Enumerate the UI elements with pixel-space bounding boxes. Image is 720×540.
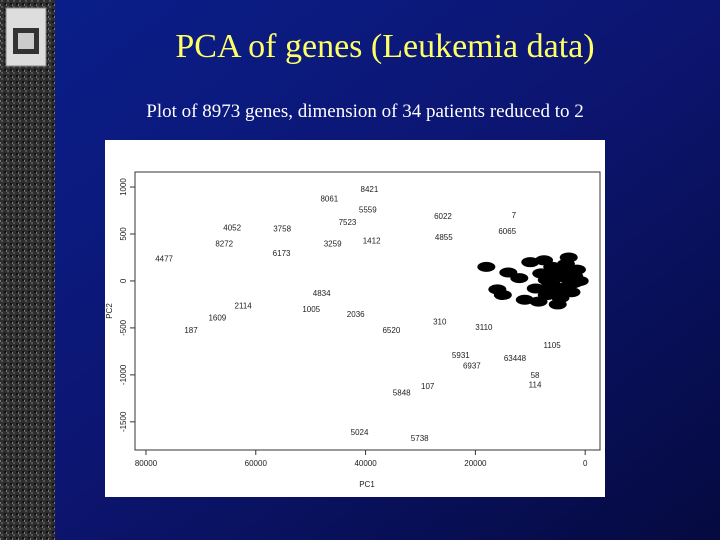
- point-label: 310: [433, 317, 447, 326]
- y-axis-label: PC2: [105, 303, 114, 319]
- x-tick-label: 0: [583, 459, 588, 468]
- point: [554, 272, 573, 283]
- point-label: 5024: [351, 428, 369, 437]
- point-label: 63448: [504, 354, 527, 363]
- point-label: 6520: [382, 326, 400, 335]
- point-label: 8421: [361, 185, 379, 194]
- point-label: 5848: [393, 389, 411, 398]
- point: [493, 290, 512, 301]
- y-tick-label: -1000: [119, 364, 128, 385]
- point-label: 6022: [434, 212, 452, 221]
- point-label: 7: [512, 211, 517, 220]
- point-label: 4855: [435, 233, 453, 242]
- point: [521, 257, 540, 268]
- point-label: 8272: [215, 239, 233, 248]
- point: [499, 267, 518, 278]
- x-tick-label: 20000: [464, 459, 487, 468]
- point-label: 6173: [273, 249, 291, 258]
- point-label: 2036: [347, 310, 365, 319]
- point: [548, 299, 567, 310]
- point: [526, 283, 545, 294]
- plot-box: [134, 171, 601, 451]
- x-tick-label: 80000: [135, 459, 158, 468]
- point-label: 187: [184, 326, 198, 335]
- point-label: 4052: [223, 223, 241, 232]
- logo: [5, 7, 47, 67]
- point-label: 3259: [324, 239, 342, 248]
- side-strip: [0, 0, 55, 540]
- point-label: 3110: [475, 323, 493, 332]
- point-label: 1412: [363, 237, 381, 246]
- y-tick-label: -500: [119, 319, 128, 336]
- point-label: 8061: [320, 194, 338, 203]
- point-label: 3758: [273, 224, 291, 233]
- point-label: 1609: [208, 314, 226, 323]
- point: [515, 294, 534, 305]
- point: [535, 255, 554, 266]
- point-label: 6065: [498, 227, 516, 236]
- x-tick-label: 40000: [354, 459, 377, 468]
- point: [477, 261, 496, 272]
- point-label: 107: [421, 382, 435, 391]
- point: [529, 296, 548, 307]
- plot-panel: [105, 140, 605, 497]
- point-label: 6937: [463, 361, 481, 370]
- y-tick-label: 500: [119, 227, 128, 241]
- y-tick-label: 0: [119, 278, 128, 283]
- x-tick-label: 60000: [245, 459, 268, 468]
- point-label: 5738: [411, 434, 429, 443]
- point-label: 5931: [452, 351, 470, 360]
- point-label: 2114: [235, 301, 253, 310]
- point-label: 4477: [155, 254, 173, 263]
- title: PCA of genes (Leukemia data): [175, 28, 594, 65]
- point: [559, 252, 578, 263]
- point-label: 114: [529, 380, 542, 389]
- x-axis-label: PC1: [359, 480, 375, 489]
- y-tick-label: -1500: [119, 411, 128, 432]
- point-label: 7523: [339, 218, 357, 227]
- point-label: 58: [531, 371, 540, 380]
- subtitle: Plot of 8973 genes, dimension of 34 pati…: [146, 101, 583, 122]
- point-label: 5559: [359, 206, 377, 215]
- point: [543, 279, 562, 290]
- point-label: 4834: [313, 289, 331, 298]
- y-tick-label: 1000: [119, 178, 128, 196]
- point-label: 1105: [543, 341, 561, 350]
- point-label: 1005: [302, 305, 320, 314]
